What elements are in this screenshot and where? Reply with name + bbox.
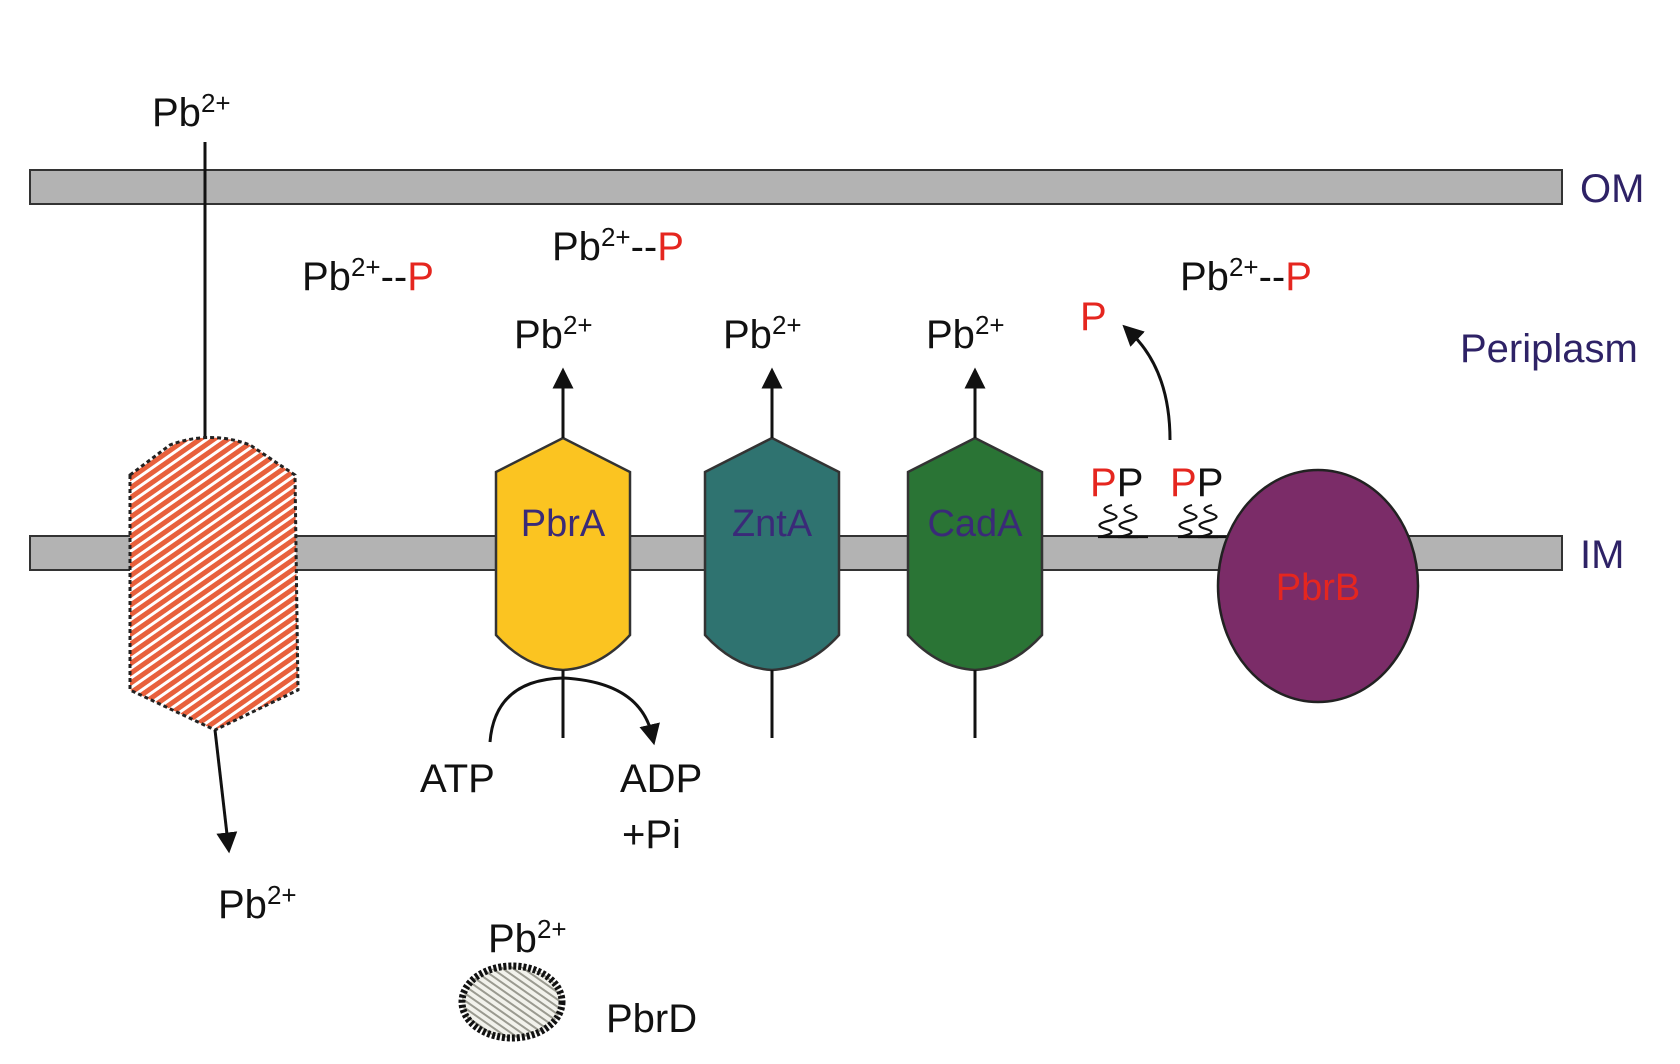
pb-phosphate-complex-2: Pb2+--P bbox=[552, 222, 684, 269]
pbrb-label: PbrB bbox=[1276, 567, 1360, 609]
channel-exit-arrow bbox=[213, 729, 238, 854]
hatched-channel-protein bbox=[128, 436, 300, 732]
pbrd-label: PbrD bbox=[606, 997, 697, 1041]
pbrb-protein bbox=[1216, 468, 1420, 704]
periplasm-label: Periplasm bbox=[1460, 327, 1638, 371]
znta-label: ZntA bbox=[732, 503, 813, 545]
atp-label: ATP bbox=[420, 757, 495, 801]
outer-membrane bbox=[29, 169, 1563, 205]
released-phosphate: P bbox=[1080, 295, 1107, 339]
lipid-tails bbox=[1097, 503, 1228, 539]
cada-label: CadA bbox=[927, 503, 1023, 545]
ion-top-pb: Pb2+ bbox=[152, 88, 231, 135]
om-label: OM bbox=[1580, 167, 1644, 211]
atp-hydrolysis-arrow bbox=[488, 676, 660, 746]
pbra-protein bbox=[494, 436, 632, 672]
pbrd-bound-pb: Pb2+ bbox=[488, 914, 567, 961]
lipid-phosphate-pair-2: PP bbox=[1170, 461, 1223, 505]
znta-protein bbox=[703, 436, 841, 672]
pi-label: +Pi bbox=[622, 813, 681, 857]
cada-protein bbox=[906, 436, 1044, 672]
lipid-phosphate-pair-1: PP bbox=[1090, 461, 1143, 505]
im-label: IM bbox=[1580, 533, 1624, 577]
adp-label: ADP bbox=[620, 757, 702, 801]
pbra-label: PbrA bbox=[521, 503, 606, 545]
pb-phosphate-complex-1: Pb2+--P bbox=[302, 252, 434, 299]
ion-cytoplasm-pb: Pb2+ bbox=[218, 880, 297, 927]
znta-exported-pb: Pb2+ bbox=[723, 310, 802, 357]
pbrd-protein bbox=[458, 962, 566, 1042]
pb-phosphate-complex-3: Pb2+--P bbox=[1180, 252, 1312, 299]
phosphate-release-arrow bbox=[1122, 324, 1172, 441]
pbra-exported-pb: Pb2+ bbox=[514, 310, 593, 357]
cada-exported-pb: Pb2+ bbox=[926, 310, 1005, 357]
